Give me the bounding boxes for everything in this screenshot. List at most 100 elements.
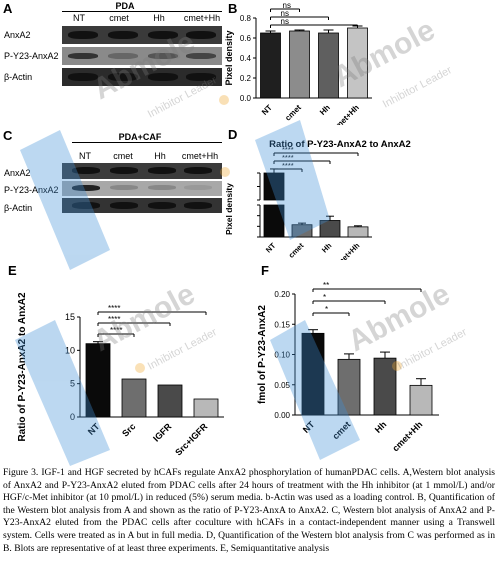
blot-band [148,167,176,174]
bar [193,398,219,418]
y-tick-label: 0.4 [240,54,252,63]
y-tick-label: 0.05 [274,381,290,390]
panel-b: B 0.0 0.2 0.4 0.6 0.8 Pixel density NT cmet Hh cm… [222,0,498,125]
panel-c-letter: C [3,128,13,143]
panel-c-row-anxa2: AnxA2 [4,168,31,178]
blot-band [186,73,216,81]
category-label: NT [260,103,274,117]
blot-strip [62,47,222,65]
y-tick-label: 5 [70,379,75,389]
y-axis-label: Ratio of P-Y23-AnxA2 to AnxA2 [17,292,28,442]
significance-label: **** [282,145,294,154]
blot-band [72,202,100,209]
significance-label: **** [108,315,120,324]
y-tick-label: 0.8 [240,14,252,23]
panel-b-letter: B [228,1,238,16]
category-label: Hh [318,103,332,117]
panel-a-lane-1: NT [73,13,85,23]
y-axis-label: Pixel density [224,30,234,85]
bar [337,358,361,416]
category-label: IGFR [151,421,174,444]
bar [409,384,433,416]
blot-strip [62,163,222,179]
y-tick-label: 15 [65,312,75,322]
y-tick-label: 0.15 [274,320,290,329]
category-label: Hh [320,241,334,255]
panel-a-row-actin: β-Actin [4,72,33,82]
blot-band [68,31,98,39]
blot-strip [62,198,222,213]
y-axis-label: fmol of P-Y23-AnxA2 [257,305,268,404]
y-tick-label: 0 [70,412,75,422]
blot-band [184,202,212,209]
blot-band [186,31,216,39]
blot-band [148,73,178,81]
y-tick-label: 0.0 [240,94,252,103]
panel-a-lane-4: cmet+Hh [183,13,221,23]
blot-band [148,202,176,209]
chart-e: 0 5 10 15 Ratio of P-Y23-AnxA2 to AnxA2 NT Src… [17,292,224,458]
y-tick-label: 0.00 [274,411,290,420]
blot-band [108,31,138,39]
significance-label: ** [323,281,329,290]
bar-top-segment [263,172,285,201]
blot-band [72,167,100,174]
panel-a-condition-line [62,11,222,12]
blot-band [184,185,212,190]
bar [319,220,341,238]
panel-c-condition: PDA+CAF [118,132,162,142]
bar [373,357,397,416]
panel-e: E 0 5 10 15 Ratio of P-Y23-AnxA2 to AnxA2 NT S… [0,262,249,462]
panel-c-lane-3: Hh [154,151,166,161]
bar [85,343,111,418]
significance-label: **** [108,304,120,313]
panel-d: D Ratio of P-Y23-AnxA2 to AnxA2 Pixel den… [222,125,498,260]
significance-label: * [325,305,328,314]
chart-f: 0.00 0.05 0.10 0.15 0.20 fmol of P-Y23-AnxA2 N… [257,281,439,453]
chart-b: 0.0 0.2 0.4 0.6 0.8 Pixel density NT cmet Hhcmet… [224,1,372,125]
panel-c-condition-line [72,142,222,143]
panel-e-letter: E [8,263,17,278]
blot-strip [62,68,222,86]
chart-d: Ratio of P-Y23-AnxA2 to AnxA2 Pixel densi… [224,139,411,260]
chart-title: Ratio of P-Y23-AnxA2 to AnxA2 [269,139,411,150]
blot-band [184,167,212,174]
y-axis-label: Pixel density [224,183,234,235]
y-tick-label: 0.20 [274,290,290,299]
panel-c-lane-4: cmet+Hh [181,151,219,161]
category-label: cmet+Hh [390,419,424,453]
bar [301,332,325,416]
y-tick-label: 0.6 [240,34,252,43]
bar [157,384,183,418]
y-tick-label: 0.10 [274,351,290,360]
blot-band [108,53,138,59]
category-label: cmet [283,103,303,123]
significance-label: ns [281,17,289,26]
significance-label: * [323,293,326,302]
blot-band [108,73,138,81]
panel-a-lane-2: cmet [109,13,129,23]
bar [347,27,368,99]
panel-c-row-actin: β-Actin [4,203,33,213]
bar [347,226,369,238]
panel-a: A PDA NT cmet Hh cmet+Hh AnxA2 P-Y23-Anx… [0,0,222,100]
panel-f-letter: F [261,263,269,278]
figure-caption: Figure 3. IGF-1 and HGF secreted by hCAF… [3,467,495,555]
category-label: Hh [373,419,389,435]
blot-band [110,185,138,190]
category-label: cmet+Hh [333,241,362,260]
bar [121,378,147,418]
panel-a-lane-3: Hh [153,13,165,23]
blot-band [68,73,98,81]
blot-strip [62,26,222,44]
panel-a-blot [62,24,222,88]
y-tick-label: 10 [65,345,75,355]
category-label: Src+IGFR [173,421,210,458]
category-label: cmet [287,241,306,260]
blot-band [72,185,100,191]
panel-a-letter: A [3,1,13,16]
blot-band [148,53,178,59]
bar [291,224,313,238]
bar-bottom-segment [263,204,285,238]
panel-c-lane-1: NT [79,151,91,161]
